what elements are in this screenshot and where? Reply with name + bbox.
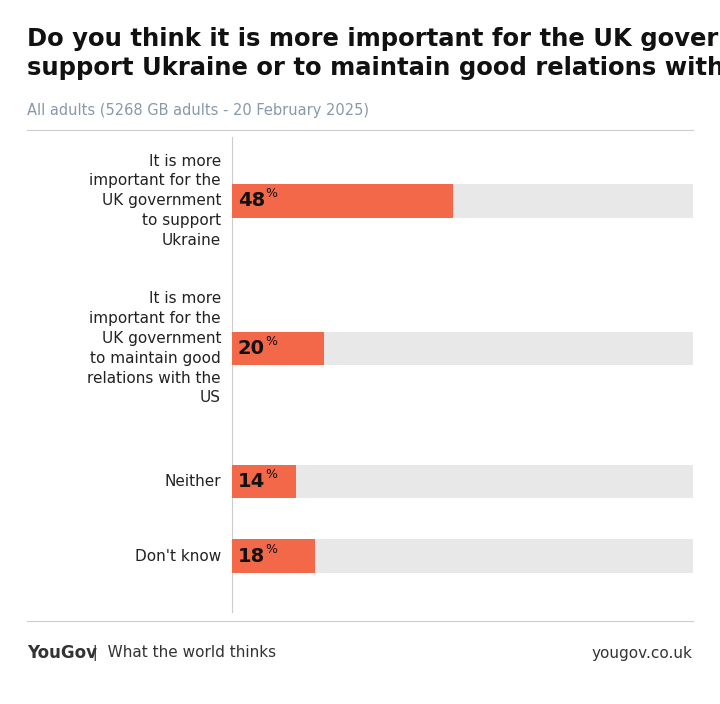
Text: 48: 48 <box>238 191 265 210</box>
Text: 20: 20 <box>238 339 265 358</box>
Text: 14: 14 <box>238 472 265 491</box>
Text: yougov.co.uk: yougov.co.uk <box>592 646 693 661</box>
Text: |  What the world thinks: | What the world thinks <box>83 646 276 661</box>
Text: %: % <box>265 543 277 555</box>
Text: Neither: Neither <box>164 474 221 489</box>
Text: Don't know: Don't know <box>135 548 221 564</box>
Text: It is more
important for the
UK government
to maintain good
relations with the
U: It is more important for the UK governme… <box>87 291 221 406</box>
Text: YouGov: YouGov <box>27 644 97 662</box>
Text: Do you think it is more important for the UK government to: Do you think it is more important for th… <box>27 27 720 51</box>
Text: All adults (5268 GB adults - 20 February 2025): All adults (5268 GB adults - 20 February… <box>27 103 369 118</box>
Text: %: % <box>265 468 277 481</box>
Text: It is more
important for the
UK government
to support
Ukraine: It is more important for the UK governme… <box>89 153 221 248</box>
Text: 18: 18 <box>238 547 265 565</box>
Text: %: % <box>265 335 277 348</box>
Text: %: % <box>265 187 277 200</box>
Text: support Ukraine or to maintain good relations with the US?: support Ukraine or to maintain good rela… <box>27 56 720 80</box>
